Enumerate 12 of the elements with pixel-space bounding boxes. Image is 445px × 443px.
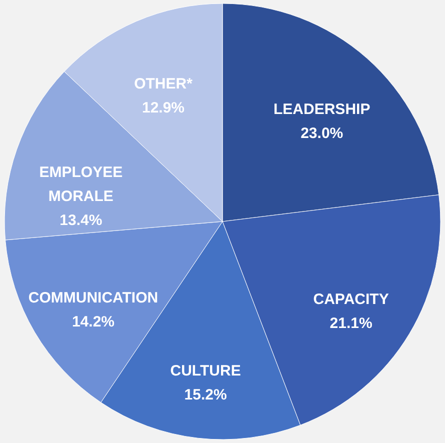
slice-label: OTHER* xyxy=(134,76,193,93)
slice-label: COMMUNICATION xyxy=(28,290,158,307)
slice-label: CULTURE xyxy=(170,362,241,380)
data-label: 15.2% xyxy=(184,386,227,404)
data-label: 21.1% xyxy=(330,314,372,332)
slice-label: LEADERSHIP xyxy=(274,101,370,118)
slice-label: EMPLOYEE MORALE xyxy=(39,164,123,205)
data-label: 14.2% xyxy=(72,314,115,331)
data-label: 12.9% xyxy=(142,100,185,117)
data-label: 23.0% xyxy=(300,125,344,142)
slice-label: CAPACITY xyxy=(313,290,389,308)
data-label: 13.4% xyxy=(60,212,102,229)
